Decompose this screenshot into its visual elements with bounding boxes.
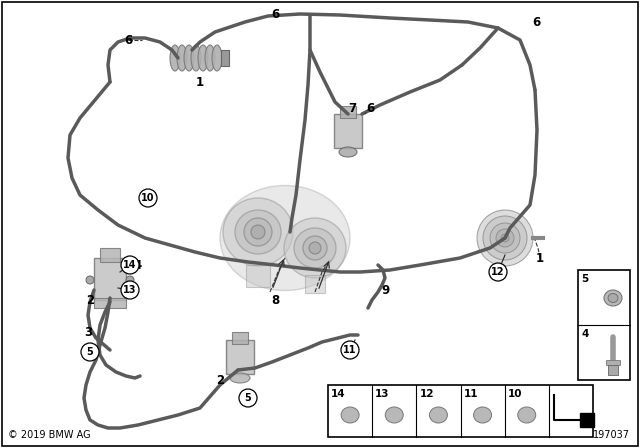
Text: 1: 1	[196, 76, 204, 89]
Circle shape	[81, 343, 99, 361]
Text: 6: 6	[124, 34, 132, 47]
Ellipse shape	[251, 225, 265, 239]
Ellipse shape	[284, 218, 346, 278]
Ellipse shape	[501, 234, 509, 242]
Text: 3: 3	[84, 326, 92, 339]
Circle shape	[341, 341, 359, 359]
Ellipse shape	[126, 276, 134, 284]
Text: 12: 12	[419, 389, 434, 399]
Bar	[334, 114, 362, 148]
Ellipse shape	[496, 229, 514, 247]
Ellipse shape	[339, 147, 357, 157]
Ellipse shape	[385, 407, 403, 423]
Ellipse shape	[177, 45, 187, 71]
Circle shape	[489, 263, 507, 281]
Bar	[246, 265, 270, 287]
Text: 10: 10	[141, 193, 155, 203]
Text: 13: 13	[124, 285, 137, 295]
Bar	[328, 385, 593, 437]
Text: 4: 4	[134, 258, 142, 271]
Text: 7: 7	[348, 102, 356, 115]
Ellipse shape	[309, 242, 321, 254]
Ellipse shape	[244, 218, 272, 246]
Bar	[578, 270, 630, 380]
Text: 6: 6	[271, 8, 279, 21]
Text: 2: 2	[86, 293, 94, 306]
Bar	[94, 298, 126, 308]
Bar	[340, 106, 356, 118]
Circle shape	[139, 189, 157, 207]
Text: 14: 14	[331, 389, 346, 399]
Text: 5: 5	[581, 274, 588, 284]
Bar	[232, 332, 248, 344]
Text: 2: 2	[216, 374, 224, 387]
Text: 9: 9	[381, 284, 389, 297]
Ellipse shape	[294, 228, 336, 268]
Text: 4: 4	[581, 329, 588, 339]
Ellipse shape	[191, 45, 201, 71]
Text: 10: 10	[508, 389, 522, 399]
Text: 197037: 197037	[593, 430, 630, 440]
Circle shape	[121, 281, 139, 299]
Ellipse shape	[86, 276, 94, 284]
Ellipse shape	[235, 210, 281, 254]
Bar	[221, 50, 229, 66]
Text: 11: 11	[463, 389, 478, 399]
Ellipse shape	[223, 198, 293, 266]
Polygon shape	[580, 413, 594, 427]
Bar	[606, 360, 620, 365]
Ellipse shape	[303, 236, 327, 260]
Ellipse shape	[220, 185, 350, 290]
Bar	[305, 275, 325, 293]
Text: 14: 14	[124, 260, 137, 270]
Ellipse shape	[604, 290, 622, 306]
Text: 11: 11	[343, 345, 356, 355]
Text: 6: 6	[366, 102, 374, 115]
Bar	[608, 365, 618, 375]
Ellipse shape	[490, 223, 520, 253]
Ellipse shape	[170, 45, 180, 71]
Circle shape	[239, 389, 257, 407]
Ellipse shape	[341, 407, 359, 423]
Bar	[94, 258, 126, 300]
Circle shape	[121, 256, 139, 274]
Ellipse shape	[474, 407, 492, 423]
Bar	[226, 340, 254, 374]
Ellipse shape	[483, 216, 527, 260]
Text: 13: 13	[375, 389, 390, 399]
Ellipse shape	[477, 210, 533, 266]
Ellipse shape	[184, 45, 194, 71]
Text: 12: 12	[492, 267, 505, 277]
Text: 5: 5	[86, 347, 93, 357]
Text: 5: 5	[244, 393, 252, 403]
Text: 1: 1	[536, 251, 544, 264]
Text: © 2019 BMW AG: © 2019 BMW AG	[8, 430, 91, 440]
Ellipse shape	[518, 407, 536, 423]
Ellipse shape	[205, 45, 215, 71]
Ellipse shape	[608, 293, 618, 302]
Ellipse shape	[212, 45, 222, 71]
Bar	[100, 248, 120, 262]
Text: 6: 6	[532, 16, 540, 29]
Ellipse shape	[429, 407, 447, 423]
Ellipse shape	[198, 45, 208, 71]
Ellipse shape	[230, 373, 250, 383]
Text: 8: 8	[271, 293, 279, 306]
